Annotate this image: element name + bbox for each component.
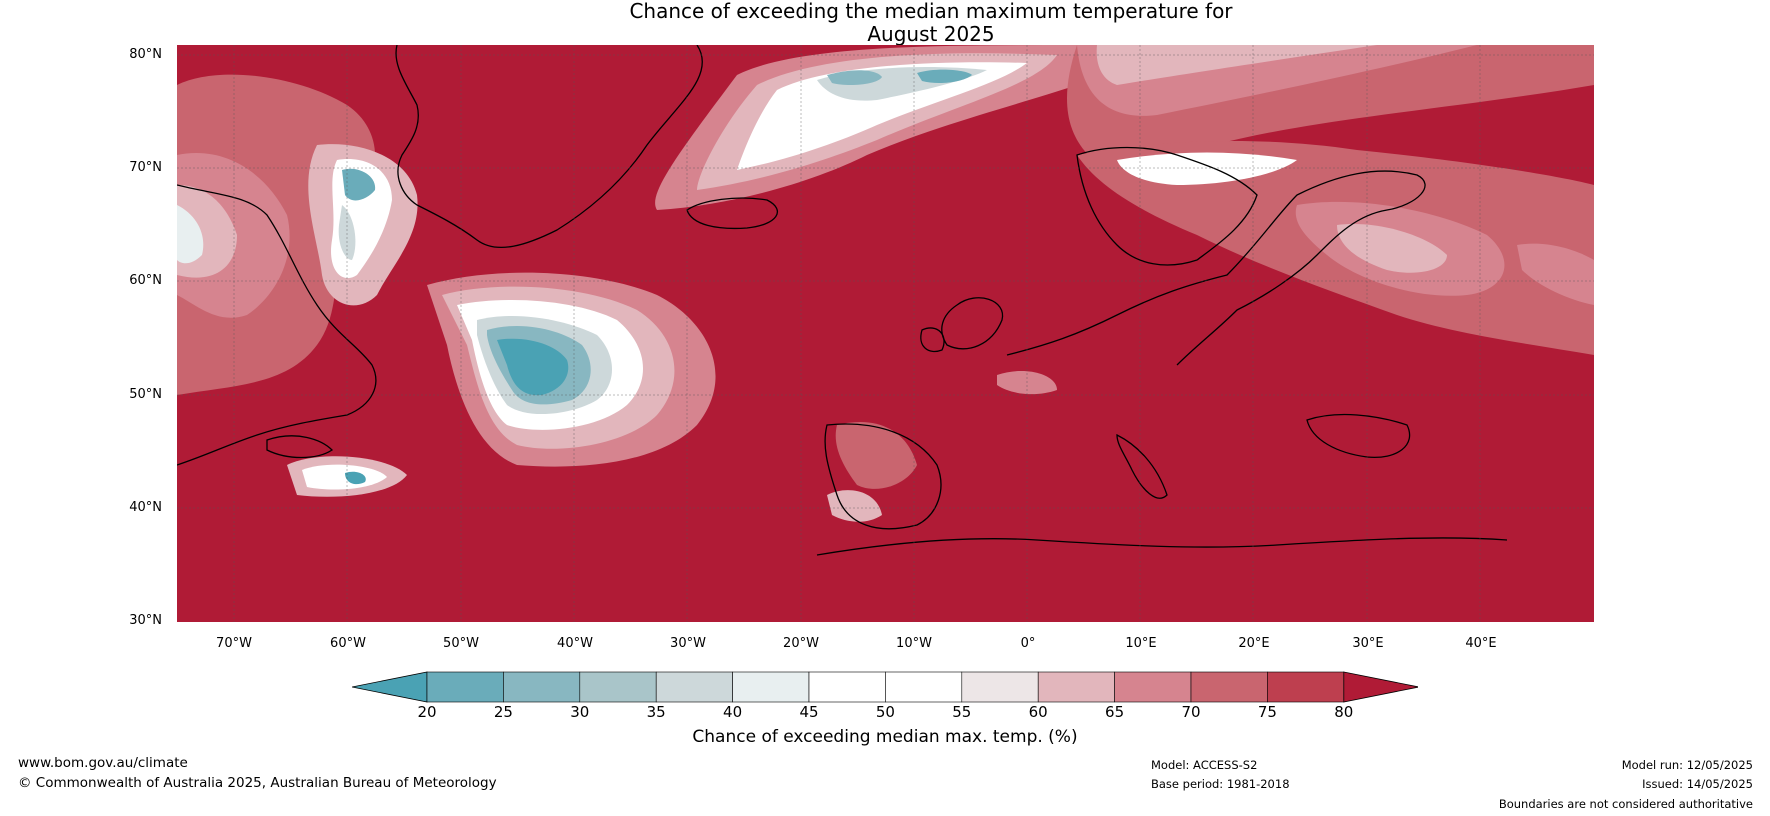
boundaries-disclaimer: Boundaries are not considered authoritat… — [1498, 797, 1753, 811]
italy-coast — [1116, 433, 1168, 499]
lon-tick-70w: 70°W — [216, 636, 252, 651]
map-title-line2: August 2025 — [867, 22, 995, 46]
lon-tick-60w: 60°W — [330, 636, 366, 651]
colorbar-label-25: 25 — [493, 703, 513, 721]
colorbar-label-30: 30 — [570, 703, 590, 721]
atlantic-anomaly-field — [427, 272, 716, 467]
colorbar-label-80: 80 — [1334, 703, 1354, 721]
colorbar-label-60: 60 — [1028, 703, 1048, 721]
colorbar-label-75: 75 — [1257, 703, 1277, 721]
colorbar-segment-35-40 — [655, 671, 733, 703]
labrador-coast — [177, 184, 377, 466]
colorbar-label-35: 35 — [646, 703, 666, 721]
website-link[interactable]: www.bom.gov.au/climate — [18, 755, 188, 771]
lon-tick-40e: 40°E — [1465, 636, 1497, 651]
forecast-map-canvas — [177, 45, 1594, 622]
colorbar — [352, 671, 1418, 703]
colorbar-label-65: 65 — [1105, 703, 1125, 721]
greenland-coast — [395, 45, 703, 248]
colorbar-segment-75-80 — [1267, 671, 1345, 703]
black-sea-coast — [1306, 413, 1411, 459]
iceland-coast — [686, 197, 779, 230]
arctic-anomaly-field — [655, 45, 1594, 210]
colorbar-label-45: 45 — [799, 703, 819, 721]
lat-tick-30n: 30°N — [129, 613, 162, 628]
colorbar-segment-70-75 — [1190, 671, 1268, 703]
lon-tick-30w: 30°W — [670, 636, 706, 651]
lat-tick-80n: 80°N — [129, 47, 162, 62]
model-name: Model: ACCESS-S2 — [1151, 758, 1258, 772]
lat-tick-40n: 40°N — [129, 500, 162, 515]
colorbar-segment-65-70 — [1114, 671, 1192, 703]
colorbar-segment-45-50 — [808, 671, 886, 703]
lon-tick-30e: 30°E — [1352, 636, 1384, 651]
colorbar-segment-60-65 — [1037, 671, 1115, 703]
forecast-map — [177, 45, 1594, 622]
base-period: Base period: 1981-2018 — [1151, 777, 1290, 791]
lat-tick-50n: 50°N — [129, 387, 162, 402]
lat-tick-70n: 70°N — [129, 160, 162, 175]
colorbar-label-70: 70 — [1181, 703, 1201, 721]
western-anomaly-field — [177, 74, 418, 497]
lon-tick-10e: 10°E — [1125, 636, 1157, 651]
colorbar-title: Chance of exceeding median max. temp. (%… — [692, 727, 1078, 747]
copyright-text: © Commonwealth of Australia 2025, Austra… — [18, 775, 497, 791]
scandinavia-coast — [1076, 146, 1258, 266]
coastlines — [177, 45, 1508, 556]
colorbar-label-40: 40 — [723, 703, 743, 721]
colorbar-under-arrow — [352, 671, 428, 703]
graticule — [177, 45, 1594, 622]
map-title-line1: Chance of exceeding the median maximum t… — [629, 0, 1233, 23]
lon-tick-40w: 40°W — [557, 636, 593, 651]
colorbar-label-55: 55 — [952, 703, 972, 721]
lon-tick-0: 0° — [1020, 636, 1036, 651]
lon-tick-20w: 20°W — [783, 636, 819, 651]
colorbar-segment-30-35 — [579, 671, 657, 703]
scandinavia-anomaly-field — [827, 140, 1594, 522]
colorbar-segment-20-25 — [426, 671, 504, 703]
lon-tick-20e: 20°E — [1238, 636, 1270, 651]
colorbar-segment-25-30 — [503, 671, 581, 703]
colorbar-segment-50-55 — [885, 671, 963, 703]
europe-north-coast — [1006, 170, 1426, 366]
lat-tick-60n: 60°N — [129, 273, 162, 288]
colorbar-over-arrow — [1343, 671, 1418, 703]
issued-date: Issued: 14/05/2025 — [1642, 777, 1753, 791]
ireland-coast — [920, 327, 945, 353]
colorbar-label-50: 50 — [875, 703, 895, 721]
model-run-date: Model run: 12/05/2025 — [1621, 758, 1753, 772]
colorbar-segments — [352, 671, 1418, 703]
iberia-coast — [824, 423, 942, 530]
map-title: Chance of exceeding the median maximum t… — [0, 0, 1770, 46]
lon-tick-10w: 10°W — [896, 636, 932, 651]
colorbar-segment-40-45 — [732, 671, 810, 703]
colorbar-label-20: 20 — [417, 703, 437, 721]
colorbar-segment-55-60 — [961, 671, 1039, 703]
great-britain-coast — [941, 297, 1004, 350]
newfoundland-coast — [266, 435, 334, 459]
north-africa-coast — [816, 537, 1508, 556]
lon-tick-50w: 50°W — [443, 636, 479, 651]
